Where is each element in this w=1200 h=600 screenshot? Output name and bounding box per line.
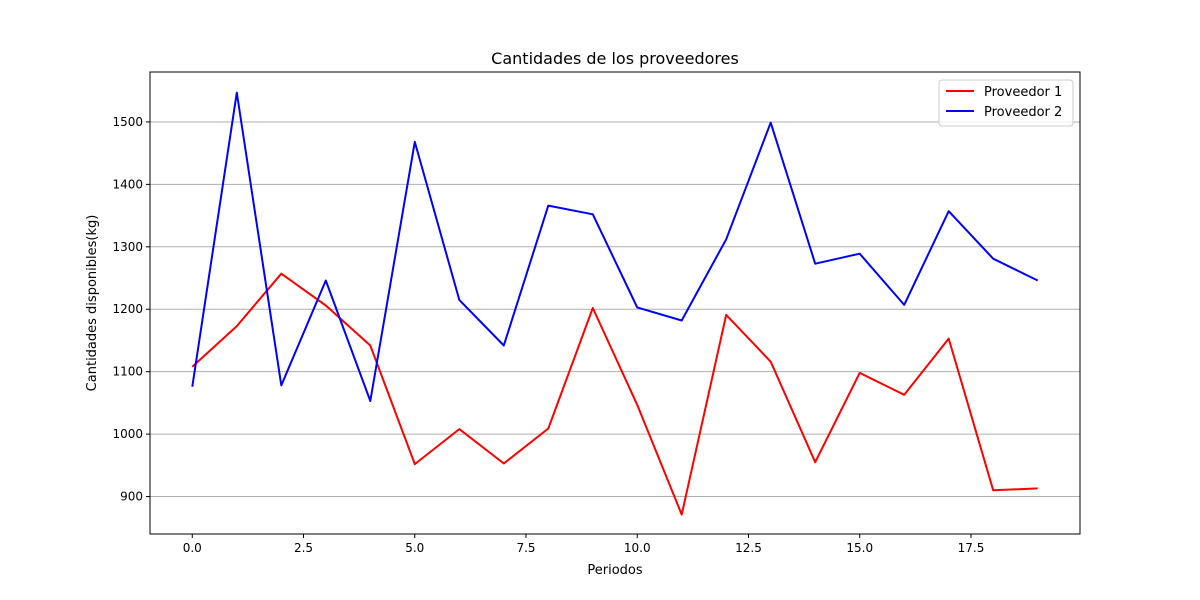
plot-area-frame	[149, 71, 1081, 535]
x-axis-ticks: 0.0 2.5 5.0 7.5 10.0 12.5 15.0 17.5	[183, 534, 985, 555]
x-tick-label: 2.5	[294, 541, 313, 555]
legend: Proveedor 1 Proveedor 2	[938, 79, 1074, 127]
series-line-proveedor-2	[191, 91, 1039, 402]
x-tick-label: 10.0	[624, 541, 651, 555]
y-tick-label: 1400	[112, 177, 143, 191]
series-line-proveedor-1	[191, 272, 1038, 516]
x-axis-label: Periodos	[587, 563, 642, 578]
legend-label-proveedor-1: Proveedor 1	[984, 85, 1062, 100]
x-tick-label: 0.0	[183, 541, 202, 555]
x-tick-label: 7.5	[516, 541, 535, 555]
series-lines	[191, 91, 1039, 516]
y-tick-label: 1500	[112, 115, 143, 129]
x-tick-label: 15.0	[846, 541, 873, 555]
x-tick-label: 17.5	[958, 541, 985, 555]
y-axis-ticks: 900 1000 1100 1200 1300 1400 1500	[112, 115, 150, 504]
y-axis-label: Cantidades disponibles(kg)	[85, 215, 100, 392]
x-tick-label: 12.5	[735, 541, 762, 555]
legend-label-proveedor-2: Proveedor 2	[984, 105, 1062, 120]
y-tick-label: 1000	[112, 427, 143, 441]
x-tick-label: 5.0	[405, 541, 424, 555]
grid-lines	[150, 121, 1080, 498]
y-tick-label: 1300	[112, 240, 143, 254]
chart-title: Cantidades de los proveedores	[491, 49, 739, 68]
y-tick-label: 900	[120, 490, 143, 504]
y-tick-label: 1200	[112, 302, 143, 316]
y-tick-label: 1100	[112, 365, 143, 379]
